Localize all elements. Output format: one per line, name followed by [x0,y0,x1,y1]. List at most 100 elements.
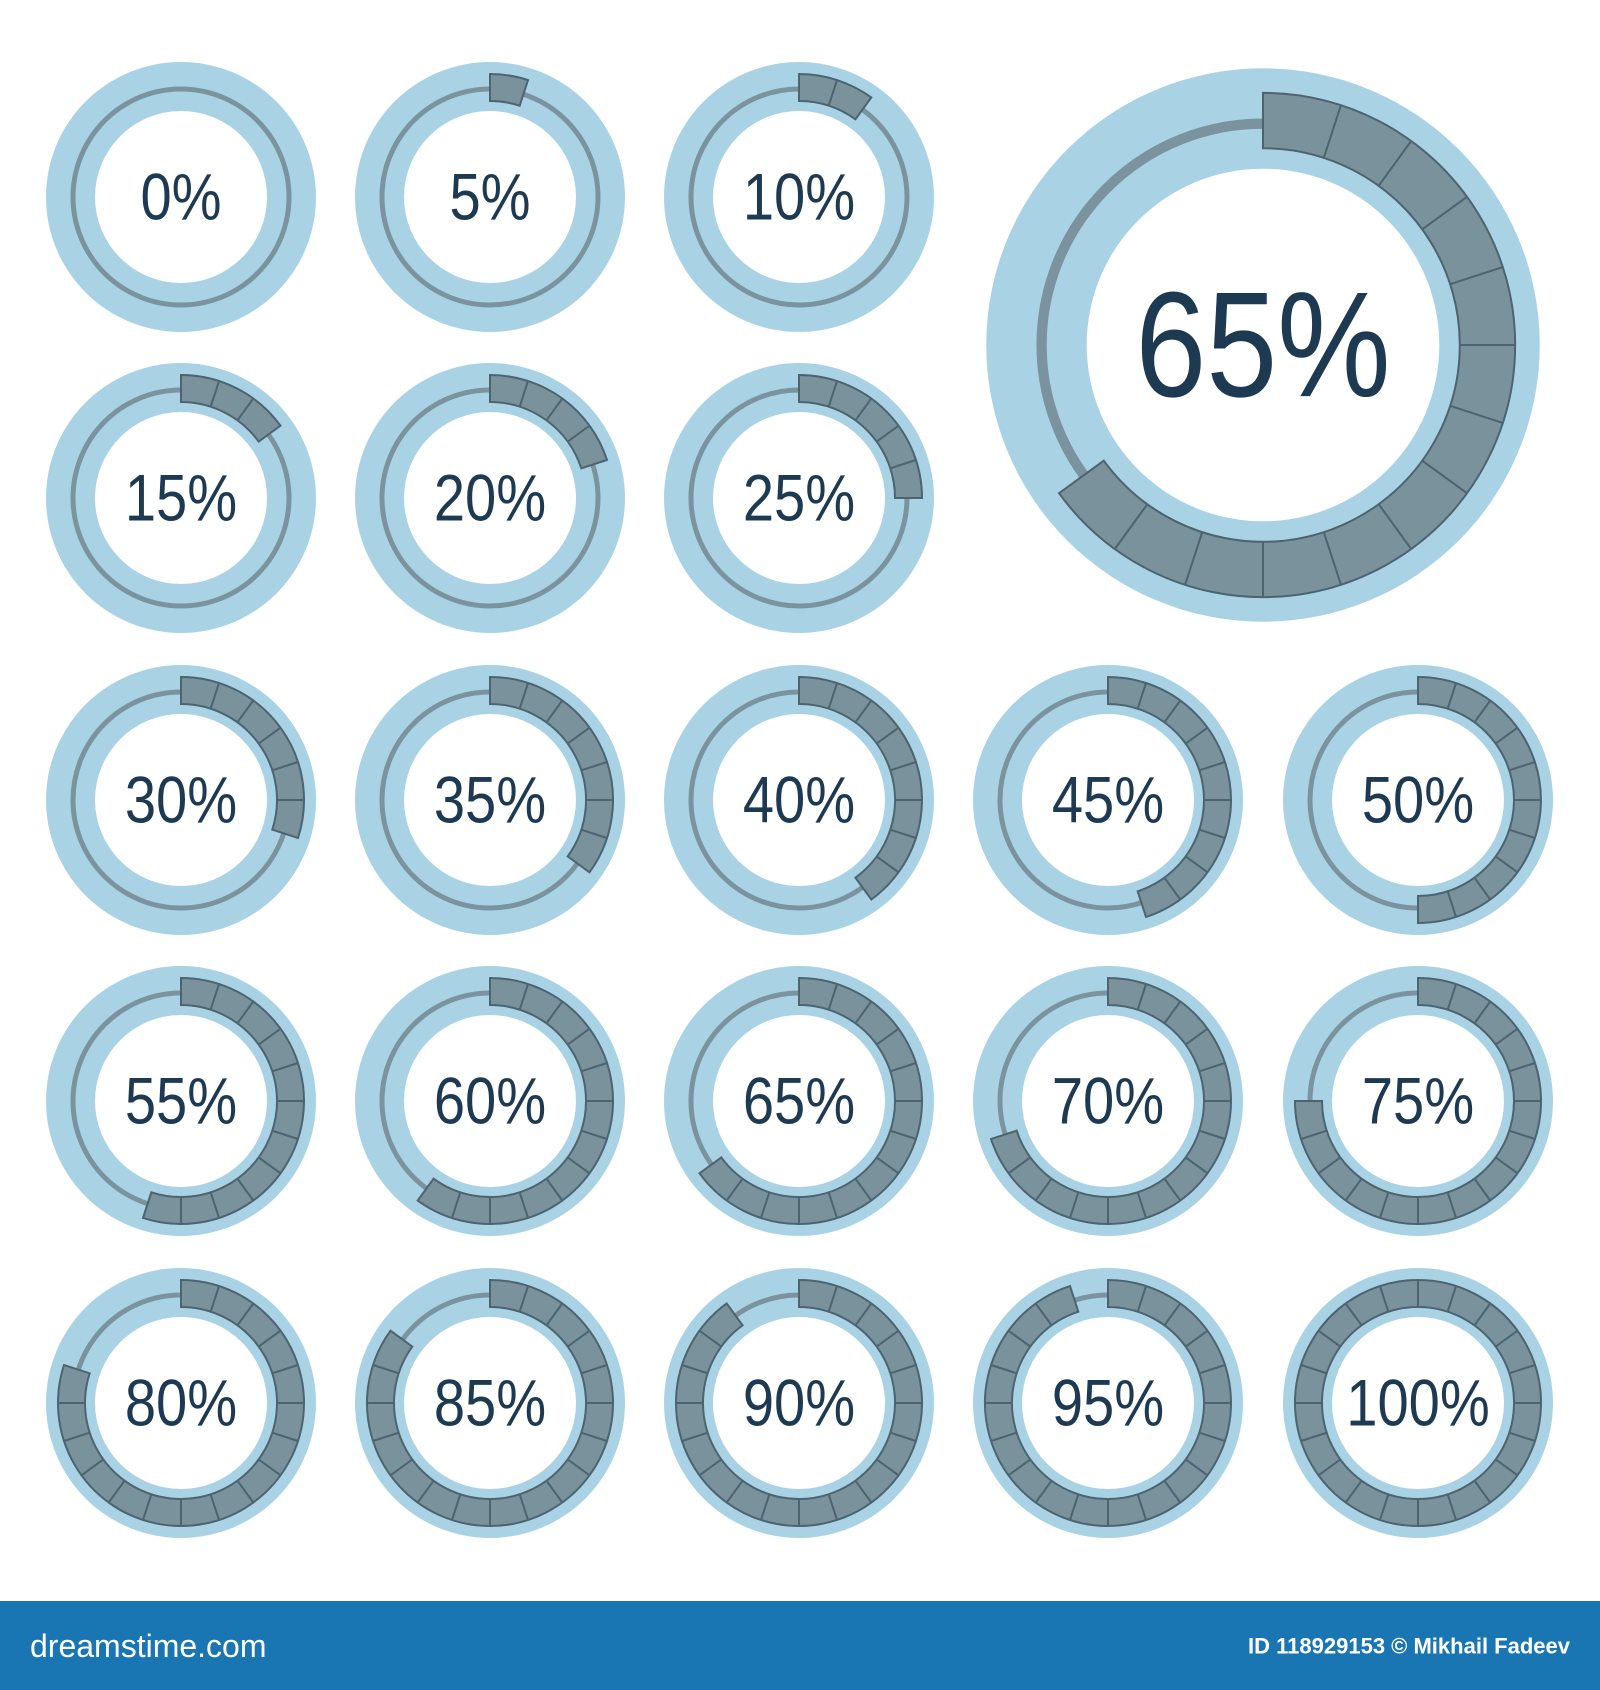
segment-divider [876,1329,900,1348]
segment-divider [1136,1493,1147,1521]
segment-divider [760,1191,771,1219]
ring-center [1332,714,1504,886]
segment-divider [545,1302,564,1326]
segment-divider [1300,1364,1328,1375]
segment-divider [1473,1000,1492,1024]
ring-center [404,1317,576,1489]
segment-divider [271,1129,299,1140]
segment-divider [545,1480,564,1504]
progress-arc [489,72,530,107]
segment-divider [80,1458,104,1477]
segment-divider [209,1285,220,1313]
segment-divider [1136,682,1147,710]
segment-divider [1198,1062,1226,1073]
segment-divider [1446,983,1457,1011]
progress-arc [1293,1278,1542,1527]
segment-divider [1473,699,1492,723]
segment-divider [209,682,220,710]
segment-divider [1377,503,1413,550]
ring-label: 20% [434,461,546,534]
segment-divider [518,380,529,408]
segment-divider [63,1431,91,1442]
segment-divider [1421,195,1468,231]
segment-divider [451,1493,462,1521]
progress-arc [798,72,873,121]
segment-divider [1508,761,1536,772]
segment-divider [545,699,564,723]
segment-divider [518,682,529,710]
segment-divider [1473,1178,1492,1202]
segment-divider [1184,531,1204,586]
ring-label: 25% [743,461,855,534]
segment-divider [1034,1480,1053,1504]
segment-divider [258,1458,282,1477]
segment-divider [1198,1431,1226,1442]
segment-divider [876,1027,900,1046]
segment-divider [1007,1458,1031,1477]
progress-arc [1293,976,1542,1225]
segment-divider [1446,890,1457,918]
segment-divider [698,1329,722,1348]
ring-label: 95% [1052,1366,1164,1439]
segment-divider [236,699,255,723]
ring-center [1022,714,1194,886]
segment-divider [827,380,838,408]
segment-divider [1007,1329,1031,1348]
segment-divider [876,424,900,443]
segment-divider [1495,1458,1519,1477]
segment-divider [725,1178,744,1202]
segment-divider [372,1431,400,1442]
progress-arc [366,1278,614,1527]
segment-divider [889,1129,917,1140]
progress-arc [1107,675,1232,919]
ring-label: 85% [434,1366,546,1439]
segment-divider [1421,459,1468,495]
segment-divider [107,1480,126,1504]
segment-divider [990,1364,1018,1375]
footer-bar [0,1601,1600,1690]
segment-divider [876,726,900,745]
segment-divider [545,397,564,421]
segment-divider [1508,1364,1536,1375]
ring-center [404,412,576,584]
segment-divider [567,424,591,443]
segment-divider [854,1000,873,1024]
segment-divider [258,1027,282,1046]
segment-divider [1163,1000,1182,1024]
ring-center [95,714,267,886]
segment-divider [1163,1302,1182,1326]
ring-center [713,714,885,886]
progress-arc [1417,675,1542,925]
segment-divider [1446,1285,1457,1313]
segment-divider [889,828,917,839]
ring-center [404,111,576,283]
ring-label: 100% [1346,1366,1489,1439]
ring-center [404,1015,576,1187]
segment-divider [451,1191,462,1219]
ring-label: 60% [434,1064,546,1137]
segment-divider [1344,1302,1363,1326]
ring-label: 30% [125,763,237,836]
segment-divider [580,761,608,772]
segment-divider [1508,1431,1536,1442]
segment-divider [209,380,220,408]
progress-arc [57,1278,305,1527]
segment-divider [1007,1156,1031,1175]
segment-divider [271,1431,299,1442]
segment-divider [1317,1156,1341,1175]
segment-divider [1449,404,1504,424]
progress-arc [180,373,282,443]
segment-divider [545,1178,564,1202]
segment-divider [518,1493,529,1521]
segment-divider [827,682,838,710]
segment-divider [567,1458,591,1477]
segment-divider [1069,1493,1080,1521]
ring-label: 0% [140,160,221,233]
segment-divider [1446,1493,1457,1521]
ring-label: 75% [1362,1064,1474,1137]
segment-divider [580,1129,608,1140]
segment-divider [876,855,900,874]
ring-center [95,111,267,283]
segment-divider [236,397,255,421]
